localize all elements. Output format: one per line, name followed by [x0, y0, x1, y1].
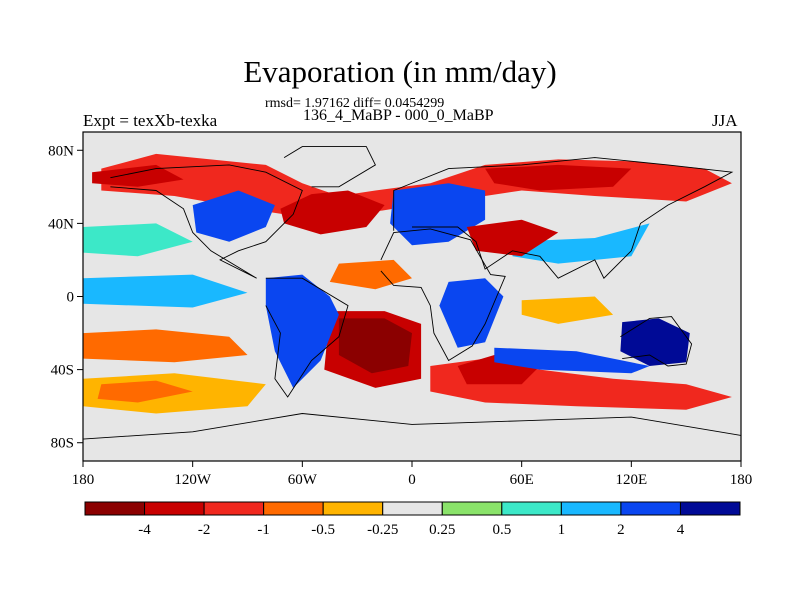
longitude-axis: 180 120W 60W 0 60E 120E 180: [72, 461, 753, 488]
latitude-axis: 80N 40N 0 40S 80S: [48, 143, 83, 452]
colorbar-label: -2: [198, 522, 211, 538]
lon-tick-label: 60E: [510, 472, 534, 488]
colorbar-label: 2: [617, 522, 625, 538]
region-siberia-core: [485, 164, 632, 191]
colorbar-label: 1: [558, 522, 566, 538]
plot-title: Evaporation (in mm/day): [243, 54, 557, 89]
evaporation-fill-layer: [83, 153, 732, 414]
colorbar-label: 4: [677, 522, 685, 538]
coastline-africa: [380, 228, 506, 362]
coastline-layer: [83, 146, 741, 440]
colorbar-bin: [84, 501, 146, 516]
lat-tick-label: 40S: [51, 363, 74, 379]
colorbar-label: -0.5: [311, 522, 335, 538]
region-east-africa-wet: [439, 278, 504, 348]
colorbar-bin: [322, 501, 384, 516]
region-indian-tropics-orange: [521, 296, 614, 324]
colorbar-bin: [441, 501, 503, 516]
coastline-australia: [620, 316, 693, 367]
region-east-pacific-tongue: [83, 329, 248, 363]
region-south-america-wet: [265, 274, 339, 388]
region-arabia-red: [466, 219, 559, 257]
colorbar: -4 -2 -1 -0.5 -0.25 0.25 0.5 1 2 4: [84, 501, 741, 538]
comparison-line: 136_4_MaBP - 000_0_MaBP: [303, 107, 494, 124]
lon-tick-label: 180: [72, 472, 95, 488]
lat-tick-label: 80N: [48, 143, 74, 159]
colorbar-bin: [501, 501, 562, 516]
region-asia-mid-blue: [512, 223, 650, 264]
region-tropical-atlantic-orange: [329, 259, 412, 290]
coastline-north-america: [110, 164, 303, 279]
colorbar-label: 0.25: [429, 522, 455, 538]
coastline-antarctica: [83, 413, 741, 440]
region-south-atlantic-core: [338, 318, 412, 374]
colorbar-label: -1: [257, 522, 270, 538]
colorbar-bin: [263, 501, 324, 516]
lon-tick-label: 60W: [288, 472, 318, 488]
lon-tick-label: 120W: [174, 472, 212, 488]
coastline-south-america: [265, 277, 349, 398]
colorbar-bin: [679, 501, 741, 516]
region-north-pacific-core: [92, 164, 184, 187]
lat-tick-label: 80S: [51, 436, 74, 452]
region-north-america-wet: [192, 190, 275, 242]
region-north-pacific-cool: [83, 223, 193, 257]
lat-tick-label: 40N: [48, 216, 74, 232]
coastline-greenland: [283, 146, 376, 188]
lon-tick-label: 120E: [615, 472, 647, 488]
colorbar-bin: [144, 501, 205, 516]
experiment-label: Expt = texXb-texka: [83, 111, 218, 130]
region-south-pacific-core: [97, 380, 193, 403]
lon-tick-label: 180: [730, 472, 753, 488]
region-indian-ocean-wet: [494, 347, 650, 374]
colorbar-label: -0.25: [367, 522, 398, 538]
colorbar-bin: [620, 501, 681, 516]
colorbar-label: -4: [138, 522, 151, 538]
region-australia-wet: [620, 318, 690, 366]
season-label: JJA: [712, 111, 738, 130]
colorbar-bin: [203, 501, 265, 516]
colorbar-bin: [382, 501, 443, 516]
map-area: [82, 131, 742, 462]
region-north-atlantic-core: [280, 190, 385, 235]
colorbar-bin: [560, 501, 622, 516]
stats-line: rmsd= 1.97162 diff= 0.0454299: [265, 96, 445, 111]
colorbar-label: 0.5: [492, 522, 511, 538]
region-tropical-pacific-blue: [83, 274, 248, 308]
coastline-eurasia: [393, 157, 734, 279]
lat-tick-label: 0: [67, 290, 75, 306]
lon-tick-label: 0: [408, 472, 416, 488]
